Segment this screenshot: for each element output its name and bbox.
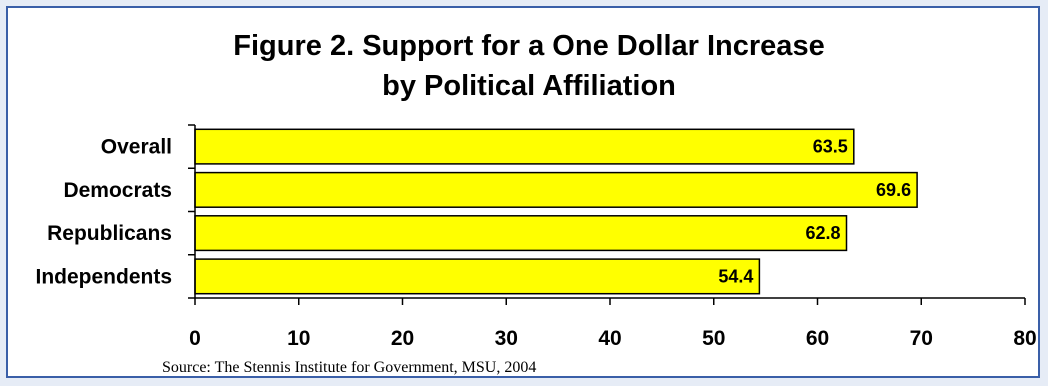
category-label-overall: Overall <box>101 136 172 159</box>
chart-title-line-2: by Political Affiliation <box>382 70 676 102</box>
x-tick-label-60: 60 <box>806 327 829 350</box>
chart-title-line-1: Figure 2. Support for a One Dollar Incre… <box>233 30 824 62</box>
category-label-democrats: Democrats <box>63 179 172 202</box>
bar-republicans <box>194 215 848 252</box>
category-label-republicans: Republicans <box>47 222 172 245</box>
category-label-independents: Independents <box>35 265 172 288</box>
x-tick-label-0: 0 <box>189 327 201 350</box>
x-tick-label-30: 30 <box>495 327 518 350</box>
bar-overall <box>194 128 855 165</box>
data-label-overall: 63.5 <box>813 137 848 157</box>
x-tick-label-10: 10 <box>287 327 310 350</box>
data-label-republicans: 62.8 <box>805 223 840 243</box>
x-tick-label-20: 20 <box>391 327 414 350</box>
x-tick-label-70: 70 <box>910 327 933 350</box>
data-label-independents: 54.4 <box>718 266 753 286</box>
x-tick-label-50: 50 <box>702 327 725 350</box>
bar-independents <box>194 258 761 295</box>
bar-democrats <box>194 171 918 208</box>
x-tick-label-40: 40 <box>598 327 621 350</box>
x-tick-label-80: 80 <box>1013 327 1036 350</box>
source-note: Source: The Stennis Institute for Govern… <box>162 359 536 376</box>
data-label-democrats: 69.6 <box>876 180 911 200</box>
